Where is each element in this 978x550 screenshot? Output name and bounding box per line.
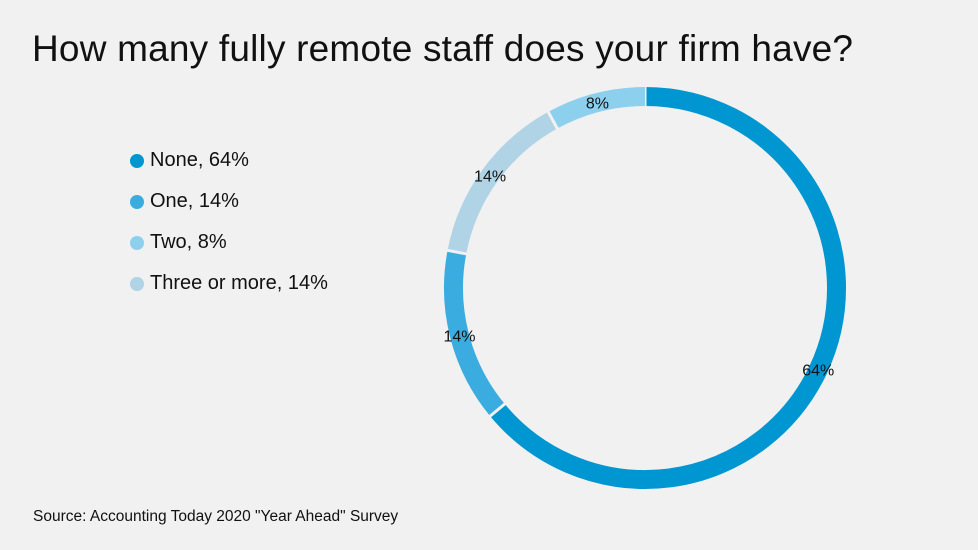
data-label: 64% bbox=[802, 363, 834, 380]
donut-segment-one bbox=[444, 250, 505, 417]
legend-label: One, 14% bbox=[150, 190, 239, 212]
legend-swatch bbox=[130, 153, 144, 168]
data-label: 14% bbox=[474, 168, 506, 185]
legend-swatch bbox=[130, 276, 144, 291]
legend-item-two: Two, 8% bbox=[130, 222, 328, 263]
data-label: 8% bbox=[586, 96, 609, 113]
legend-item-one: One, 14% bbox=[130, 181, 328, 222]
legend-label: Two, 8% bbox=[150, 231, 227, 253]
legend-item-three-or-more: Three or more, 14% bbox=[130, 263, 328, 304]
legend: None, 64% One, 14% Two, 8% Three or more… bbox=[130, 140, 328, 304]
legend-item-none: None, 64% bbox=[130, 140, 328, 181]
segment-separator bbox=[488, 402, 507, 418]
legend-swatch bbox=[130, 194, 144, 209]
donut-segment-two bbox=[548, 87, 646, 129]
legend-label: None, 64% bbox=[150, 149, 249, 171]
donut-segment-none bbox=[490, 87, 846, 489]
source-note: Source: Accounting Today 2020 "Year Ahea… bbox=[33, 508, 399, 525]
legend-label: Three or more, 14% bbox=[150, 272, 328, 294]
data-label: 14% bbox=[444, 329, 476, 346]
donut-segment-three-or-more bbox=[447, 111, 558, 255]
chart-title: How many fully remote staff does your fi… bbox=[32, 28, 854, 69]
segment-separator bbox=[446, 248, 468, 256]
legend-swatch bbox=[130, 235, 144, 250]
segment-separator bbox=[546, 110, 560, 131]
